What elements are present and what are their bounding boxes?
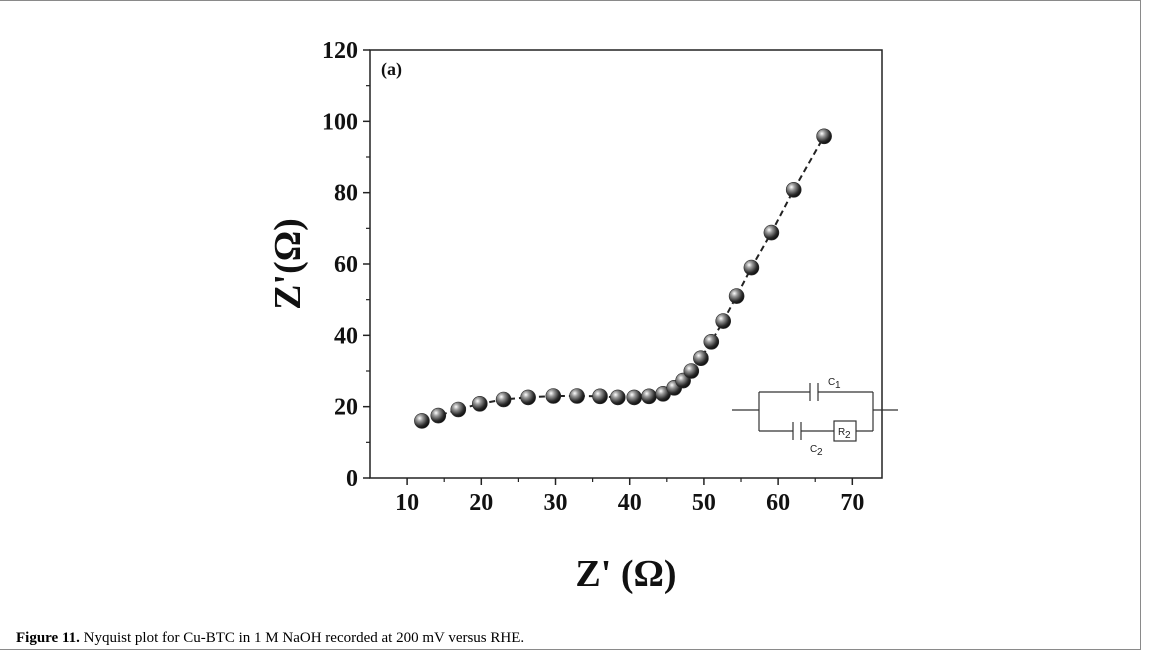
data-point <box>495 391 512 408</box>
data-point <box>693 350 709 367</box>
y-axis-ticks: 0 20 40 60 80 100 120 <box>322 38 370 492</box>
data-point <box>430 407 447 424</box>
data-point <box>450 401 467 418</box>
y-tick-label: 20 <box>334 395 358 421</box>
data-point <box>703 333 720 350</box>
circuit-label-c-sub: 1 <box>835 380 841 391</box>
y-tick-label: 60 <box>334 252 358 278</box>
figure-frame <box>0 0 1141 650</box>
data-point <box>683 363 700 379</box>
y-tick-label: 0 <box>346 466 358 492</box>
fit-line <box>421 135 825 422</box>
x-tick-label: 40 <box>618 490 642 516</box>
x-tick-label: 50 <box>692 490 716 516</box>
data-points <box>414 128 832 429</box>
x-axis-ticks: 10 20 30 40 50 60 70 <box>395 478 864 516</box>
x-tick-label: 70 <box>840 490 864 516</box>
figure-label: Figure 11. <box>16 630 80 646</box>
data-point <box>728 288 745 304</box>
caption-text: Nyquist plot for Cu-BTC in 1 M NaOH reco… <box>79 630 525 646</box>
data-point <box>626 389 643 406</box>
y-axis-title: Z'(Ω) <box>267 218 309 310</box>
inset-circuit <box>732 383 898 442</box>
circuit-label-c2: C <box>810 444 817 455</box>
data-point <box>641 388 657 405</box>
panel-label: (a) <box>381 59 402 80</box>
data-point <box>471 395 488 412</box>
data-point <box>609 389 626 406</box>
x-tick-label: 30 <box>544 490 568 516</box>
data-point <box>785 182 802 198</box>
x-tick-label: 10 <box>395 490 419 516</box>
figure-frame-top <box>0 0 1141 1</box>
figure-caption: Figure 11. Nyquist plot for Cu-BTC in 1 … <box>16 630 524 647</box>
circuit-label-c2-sub: 2 <box>817 447 823 458</box>
x-tick-label: 20 <box>469 490 493 516</box>
data-point <box>520 389 536 406</box>
data-point <box>816 128 832 145</box>
data-point <box>743 259 760 276</box>
x-axis-title: Z' (Ω) <box>575 553 676 595</box>
y-tick-label: 40 <box>334 323 358 349</box>
data-point <box>763 224 780 241</box>
data-point <box>592 388 608 405</box>
circuit-label-c: C <box>828 377 835 388</box>
data-point <box>545 388 562 404</box>
data-point <box>569 388 585 404</box>
y-tick-label: 120 <box>322 38 358 64</box>
circuit-label-r: R <box>838 427 845 438</box>
y-tick-label: 100 <box>322 109 358 135</box>
circuit-label-r-sub: 2 <box>845 430 851 441</box>
data-point <box>414 413 430 429</box>
y-tick-label: 80 <box>334 181 358 207</box>
x-tick-label: 60 <box>766 490 790 516</box>
data-point <box>715 313 732 329</box>
